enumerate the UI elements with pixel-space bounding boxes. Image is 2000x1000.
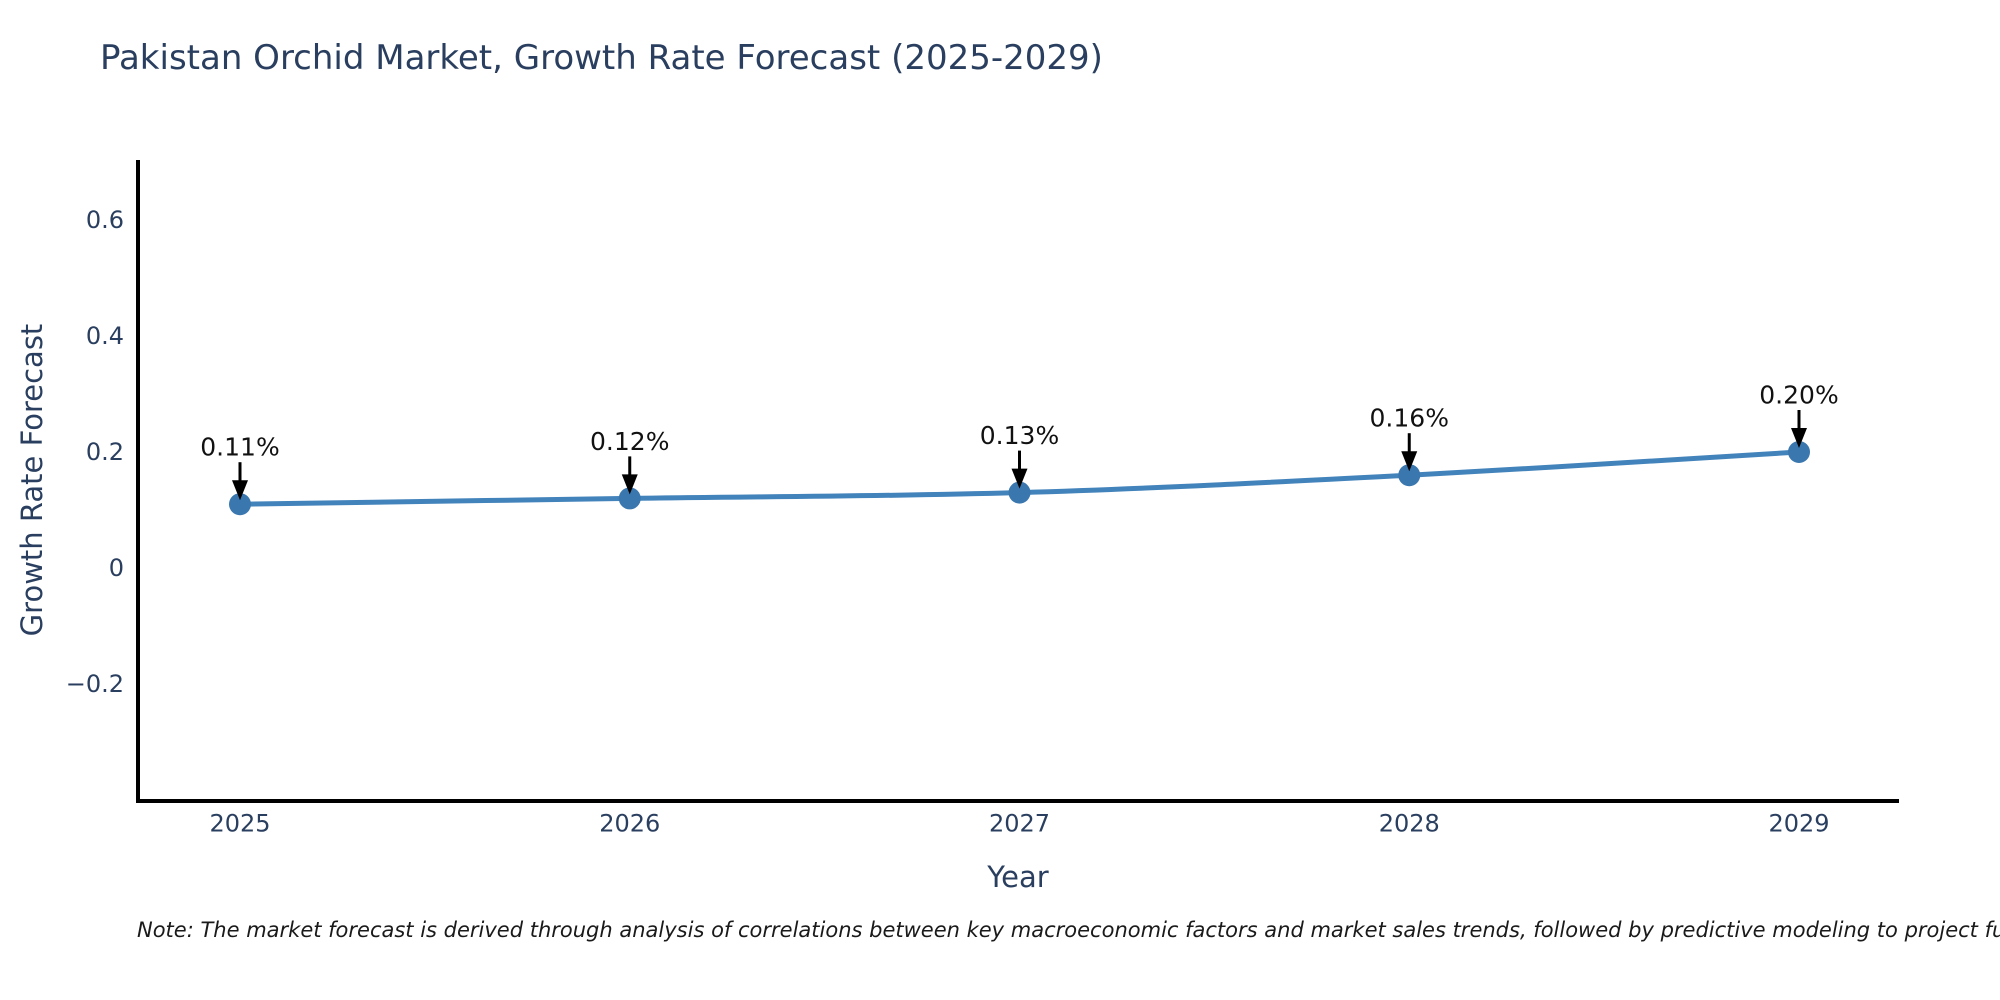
x-tick-label: 2028 <box>1379 810 1440 838</box>
annotation-arrowhead <box>621 474 638 495</box>
annotation-arrowhead <box>232 480 248 501</box>
annotation-arrowhead <box>1011 468 1028 489</box>
point-annotation: 0.12% <box>590 427 669 456</box>
point-annotation: 0.16% <box>1370 404 1449 433</box>
note-text: Note: The market forecast is derived thr… <box>137 918 2000 942</box>
data-point <box>1398 464 1421 487</box>
x-tick-label: 2026 <box>599 810 660 838</box>
chart-title: Pakistan Orchid Market, Growth Rate Fore… <box>100 38 1103 78</box>
y-tick-label: 0.4 <box>86 322 124 350</box>
data-point <box>618 487 641 510</box>
point-annotation: 0.11% <box>200 433 279 462</box>
y-tick-label: 0 <box>109 554 124 582</box>
data-point <box>229 493 251 516</box>
annotation-arrowhead <box>1401 451 1418 472</box>
x-tick-label: 2025 <box>209 810 270 838</box>
x-tick-label: 2029 <box>1768 810 1829 838</box>
point-annotation: 0.13% <box>980 421 1059 450</box>
data-point <box>1008 481 1031 504</box>
x-tick-label: 2027 <box>989 810 1050 838</box>
y-tick-label: 0.2 <box>86 438 124 466</box>
annotation-arrowhead <box>1791 428 1807 448</box>
x-axis-title: Year <box>987 860 1049 894</box>
y-tick-label: −0.2 <box>66 670 124 698</box>
point-annotation: 0.20% <box>1759 381 1838 410</box>
data-point <box>1788 441 1810 463</box>
y-tick-label: 0.6 <box>86 206 124 234</box>
